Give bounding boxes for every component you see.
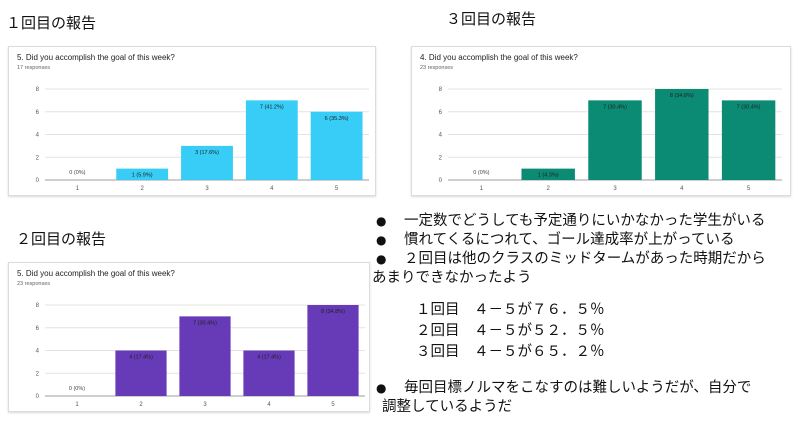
x-tick-label: 4 bbox=[267, 402, 271, 408]
data-label: 6 (35.3%) bbox=[325, 116, 349, 122]
first-report-chart-panel: 5. Did you accomplish the goal of this w… bbox=[8, 46, 376, 196]
third-report-bar-chart: 0 2 4 6 8 0 (0%) 1 1 (4.3%) 2 7 (30.4%) 3 8 (34.8%)… bbox=[439, 87, 782, 192]
observation-item: ● 慣れてくるにつれて、ゴール達成率が上がっている bbox=[372, 231, 792, 250]
data-label: 1 (5.9%) bbox=[132, 173, 153, 179]
bar bbox=[245, 100, 298, 180]
x-tick-label: 5 bbox=[335, 186, 339, 192]
achievement-stats: １回目 ４－５が７６．５％ ２回目 ４－５が５２．５％ ３回目 ４－５が６５．２… bbox=[416, 300, 605, 363]
data-label: 8 (34.8%) bbox=[670, 93, 694, 99]
first-report-bar-chart: 0 2 4 6 8 0 (0%) 1 1 (5.9%) 2 3 (17.6%) 3 7 (41.2%)… bbox=[36, 87, 369, 192]
bullet-icon: ● bbox=[376, 233, 387, 247]
bar bbox=[588, 100, 642, 180]
chart-response-count: 23 responses bbox=[420, 65, 454, 71]
x-tick-label: 2 bbox=[547, 186, 551, 192]
y-tick-label: 0 bbox=[439, 178, 443, 184]
x-tick-label: 3 bbox=[613, 186, 617, 192]
y-tick-label: 0 bbox=[36, 394, 40, 400]
data-label: 1 (4.3%) bbox=[538, 173, 559, 179]
chart-response-count: 17 responses bbox=[17, 65, 51, 71]
second-report-bar-chart: 0 2 4 6 8 0 (0%) 1 4 (17.4%) 2 7 (30.4%) 3 4 (17.4%… bbox=[36, 303, 365, 408]
x-tick-label: 4 bbox=[680, 186, 684, 192]
data-label: 4 (17.4%) bbox=[257, 355, 281, 361]
observations-list: ● 一定数でどうしても予定通りにいかなかった学生がいる ● 慣れてくるにつれて、ゴー… bbox=[372, 212, 792, 288]
x-tick-label: 2 bbox=[141, 186, 145, 192]
bar bbox=[243, 350, 295, 396]
third-report-heading: ３回目の報告 bbox=[446, 10, 537, 28]
y-tick-label: 8 bbox=[36, 303, 40, 309]
second-report-chart-panel: 5. Did you accomplish the goal of this w… bbox=[8, 262, 370, 412]
second-report-heading: ２回目の報告 bbox=[16, 230, 107, 248]
chart-question: 5. Did you accomplish the goal of this w… bbox=[17, 269, 175, 278]
chart-response-count: 23 responses bbox=[17, 281, 51, 287]
observation-text-continued: あまりできなかったよう bbox=[372, 270, 532, 286]
y-tick-label: 4 bbox=[36, 133, 40, 139]
bar bbox=[116, 168, 169, 180]
x-tick-label: 2 bbox=[139, 402, 143, 408]
data-label: 8 (34.8%) bbox=[321, 309, 345, 315]
data-label: 0 (0%) bbox=[69, 170, 85, 176]
data-label: 7 (30.4%) bbox=[193, 320, 217, 326]
y-tick-label: 4 bbox=[36, 349, 40, 355]
data-label: 7 (30.4%) bbox=[737, 104, 761, 110]
conclusion-list: ● 毎回目標ノルマをこなすのは難しいようだが、自分で調整しているようだ bbox=[372, 379, 792, 417]
stat-second: ２回目 ４－５が５２．５％ bbox=[416, 323, 605, 339]
y-tick-label: 2 bbox=[36, 155, 40, 161]
bar bbox=[655, 89, 709, 180]
y-tick-label: 6 bbox=[36, 110, 40, 116]
bar bbox=[179, 316, 231, 396]
x-tick-label: 1 bbox=[75, 402, 79, 408]
conclusion-item: ● 毎回目標ノルマをこなすのは難しいようだが、自分で調整しているようだ bbox=[372, 379, 792, 417]
bar bbox=[521, 168, 575, 180]
bar bbox=[310, 111, 363, 180]
observation-text: 一定数でどうしても予定通りにいかなかった学生がいる bbox=[404, 213, 766, 229]
x-tick-label: 3 bbox=[203, 402, 207, 408]
bar bbox=[721, 100, 776, 180]
y-tick-label: 6 bbox=[439, 110, 443, 116]
y-tick-label: 6 bbox=[36, 326, 40, 332]
data-label: 4 (17.4%) bbox=[129, 355, 153, 361]
x-tick-label: 5 bbox=[747, 186, 751, 192]
observation-text: ２回目は他のクラスのミッドタームがあった時期だから bbox=[404, 251, 766, 267]
data-label: 7 (41.2%) bbox=[260, 104, 284, 110]
observation-item: ● 一定数でどうしても予定通りにいかなかった学生がいる bbox=[372, 212, 792, 231]
x-tick-label: 3 bbox=[205, 186, 209, 192]
y-tick-label: 8 bbox=[439, 87, 443, 93]
x-tick-label: 4 bbox=[270, 186, 274, 192]
x-tick-label: 1 bbox=[76, 186, 80, 192]
observation-item: ● ２回目は他のクラスのミッドタームがあった時期だからあまりできなかったよう bbox=[372, 250, 792, 288]
x-tick-label: 1 bbox=[480, 186, 484, 192]
y-tick-label: 2 bbox=[439, 155, 443, 161]
conclusion-text: 毎回目標ノルマをこなすのは難しいようだが、自分で bbox=[404, 380, 752, 396]
bullet-icon: ● bbox=[376, 252, 387, 266]
data-label: 3 (17.6%) bbox=[195, 150, 219, 156]
data-label: 7 (30.4%) bbox=[603, 104, 627, 110]
y-tick-label: 2 bbox=[36, 371, 40, 377]
third-report-chart-panel: 4. Did you accomplish the goal of this w… bbox=[411, 46, 791, 196]
bullet-icon: ● bbox=[376, 214, 387, 228]
y-tick-label: 0 bbox=[36, 178, 40, 184]
stat-first: １回目 ４－５が７６．５％ bbox=[416, 302, 605, 318]
data-label: 0 (0%) bbox=[473, 170, 489, 176]
conclusion-text-continued: 調整しているようだ bbox=[382, 399, 513, 415]
bar bbox=[307, 305, 359, 396]
y-tick-label: 4 bbox=[439, 133, 443, 139]
bullet-icon: ● bbox=[376, 381, 387, 395]
bar bbox=[115, 350, 167, 396]
chart-question: 4. Did you accomplish the goal of this w… bbox=[420, 53, 578, 62]
y-tick-label: 8 bbox=[36, 87, 40, 93]
data-label: 0 (0%) bbox=[69, 386, 85, 392]
bar bbox=[181, 145, 233, 180]
chart-question: 5. Did you accomplish the goal of this w… bbox=[17, 53, 175, 62]
observation-text: 慣れてくるにつれて、ゴール達成率が上がっている bbox=[404, 232, 735, 248]
first-report-heading: １回目の報告 bbox=[6, 14, 97, 32]
x-tick-label: 5 bbox=[331, 402, 335, 408]
stat-third: ３回目 ４－５が６５．２％ bbox=[416, 344, 605, 360]
